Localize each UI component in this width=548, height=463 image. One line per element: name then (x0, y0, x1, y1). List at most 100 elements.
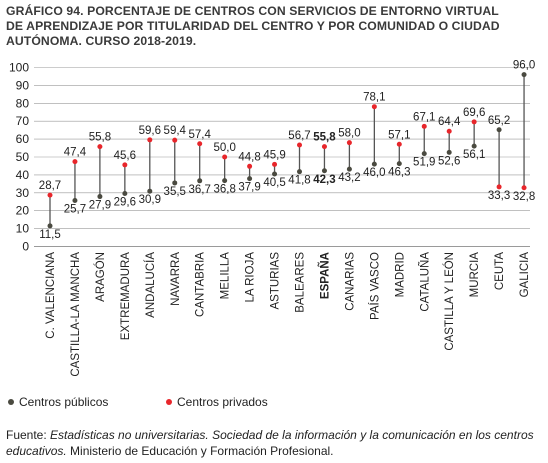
private-dot (222, 154, 228, 160)
y-tick-label: 40 (16, 168, 30, 182)
public-dot (247, 176, 253, 182)
private-dot (72, 159, 78, 165)
public-value-label: 43,2 (338, 172, 360, 184)
public-dot (197, 178, 203, 184)
category-label: BALEARES (295, 252, 307, 313)
source-note: Fuente: Estadísticas no universitarias. … (6, 427, 546, 459)
private-value-label: 47,4 (64, 147, 87, 159)
title-line-3: AUTÓNOMA. CURSO 2018-2019. (6, 34, 197, 48)
private-value-label: 56,7 (288, 130, 310, 142)
public-value-label: 51,9 (413, 157, 435, 169)
private-value-label: 50,0 (213, 142, 235, 154)
private-value-label: 57,4 (189, 129, 212, 141)
private-dot (496, 184, 502, 190)
source-prefix: Fuente: (6, 428, 51, 442)
public-value-label: 35,5 (164, 186, 186, 198)
private-value-label: 33,3 (488, 190, 510, 202)
private-value-label: 55,8 (89, 132, 111, 144)
public-value-label: 46,3 (388, 167, 410, 179)
title-line-1: GRÁFICO 94. PORCENTAJE DE CENTROS CON SE… (6, 4, 499, 18)
y-tick-label: 10 (16, 222, 30, 236)
private-dot (346, 140, 352, 146)
private-dot (396, 141, 402, 147)
chart-title: GRÁFICO 94. PORCENTAJE DE CENTROS CON SE… (6, 4, 542, 49)
category-label: GALICIA (519, 252, 531, 298)
public-value-label: 42,3 (313, 174, 335, 186)
public-value-label: 40,5 (263, 177, 285, 189)
category-label: ESPAÑA (318, 252, 331, 299)
private-value-label: 32,8 (513, 191, 535, 203)
private-value-label: 55,8 (313, 132, 336, 144)
public-dot (521, 72, 527, 78)
public-value-label: 36,8 (213, 184, 235, 196)
category-label: MELILLA (220, 252, 232, 300)
category-label: CASTILLA-LA MANCHA (70, 252, 82, 377)
category-label: CANARIAS (344, 252, 356, 311)
category-label: ASTURIAS (270, 252, 282, 310)
public-value-label: 65,2 (488, 115, 510, 127)
private-value-label: 57,1 (388, 129, 410, 141)
private-dot (471, 119, 477, 125)
public-value-label: 27,9 (89, 200, 111, 212)
public-value-label: 30,9 (139, 194, 161, 206)
private-value-label: 69,6 (463, 107, 485, 119)
category-label: CEUTA (494, 252, 506, 290)
category-label: EXTREMADURA (120, 252, 132, 341)
category-label: LA RIOJA (245, 252, 257, 303)
y-tick-label: 0 (22, 240, 29, 254)
legend-label-public: Centros públicos (19, 395, 109, 409)
private-dot (371, 104, 377, 110)
private-value-label: 58,0 (338, 128, 360, 140)
private-dot (147, 137, 153, 143)
private-value-label: 45,6 (114, 150, 136, 162)
private-dot (297, 142, 302, 148)
public-value-label: 41,8 (288, 175, 310, 187)
category-label: NAVARRA (170, 252, 182, 306)
legend-dot-public (8, 398, 14, 405)
private-dot (47, 192, 53, 198)
public-value-label: 56,1 (463, 149, 485, 161)
y-tick-label: 80 (16, 96, 30, 110)
public-dot (297, 169, 302, 175)
private-dot (172, 137, 178, 143)
y-tick-label: 50 (16, 150, 30, 164)
private-dot (247, 163, 253, 169)
public-dot (147, 188, 153, 194)
private-dot (321, 144, 327, 150)
public-dot (47, 223, 53, 229)
private-dot (197, 141, 203, 147)
category-label: CATALUÑA (418, 252, 431, 312)
category-label: ARAGÓN (94, 252, 107, 302)
private-dot (446, 128, 452, 134)
public-dot (471, 143, 477, 149)
category-label: C. VALENCIANA (45, 252, 57, 339)
public-dot (321, 168, 327, 174)
public-dot (396, 161, 402, 167)
private-value-label: 45,9 (263, 149, 285, 161)
source-suffix: Ministerio de Educación y Formación Prof… (66, 444, 334, 458)
private-value-label: 44,8 (238, 151, 260, 163)
category-label: CASTILLA Y LEÓN (443, 252, 456, 351)
public-value-label: 36,7 (189, 184, 211, 196)
public-value-label: 25,7 (64, 203, 86, 215)
y-tick-label: 100 (9, 61, 29, 75)
private-value-label: 28,7 (39, 180, 61, 192)
private-value-label: 67,1 (413, 111, 435, 123)
legend-dot-private (166, 398, 172, 405)
y-tick-label: 20 (16, 204, 30, 218)
private-value-label: 59,4 (164, 125, 187, 137)
public-dot (122, 191, 128, 197)
public-dot (272, 171, 278, 177)
public-dot (496, 127, 502, 133)
public-value-label: 96,0 (513, 60, 535, 72)
public-dot (371, 161, 377, 167)
public-dot (172, 180, 178, 186)
public-value-label: 29,6 (114, 197, 136, 209)
category-label: ANDALUCÍA (144, 252, 157, 318)
y-tick-label: 90 (16, 78, 30, 92)
legend-item-public: Centros públicos (8, 395, 108, 409)
dot-range-chart: 0 10 20 30 40 50 60 70 80 90 100 11,5 28,7 C. VALENC… (9, 60, 535, 377)
legend-item-private: Centros privados (166, 395, 268, 409)
private-dot (521, 185, 527, 191)
y-tick-label: 60 (16, 132, 30, 146)
